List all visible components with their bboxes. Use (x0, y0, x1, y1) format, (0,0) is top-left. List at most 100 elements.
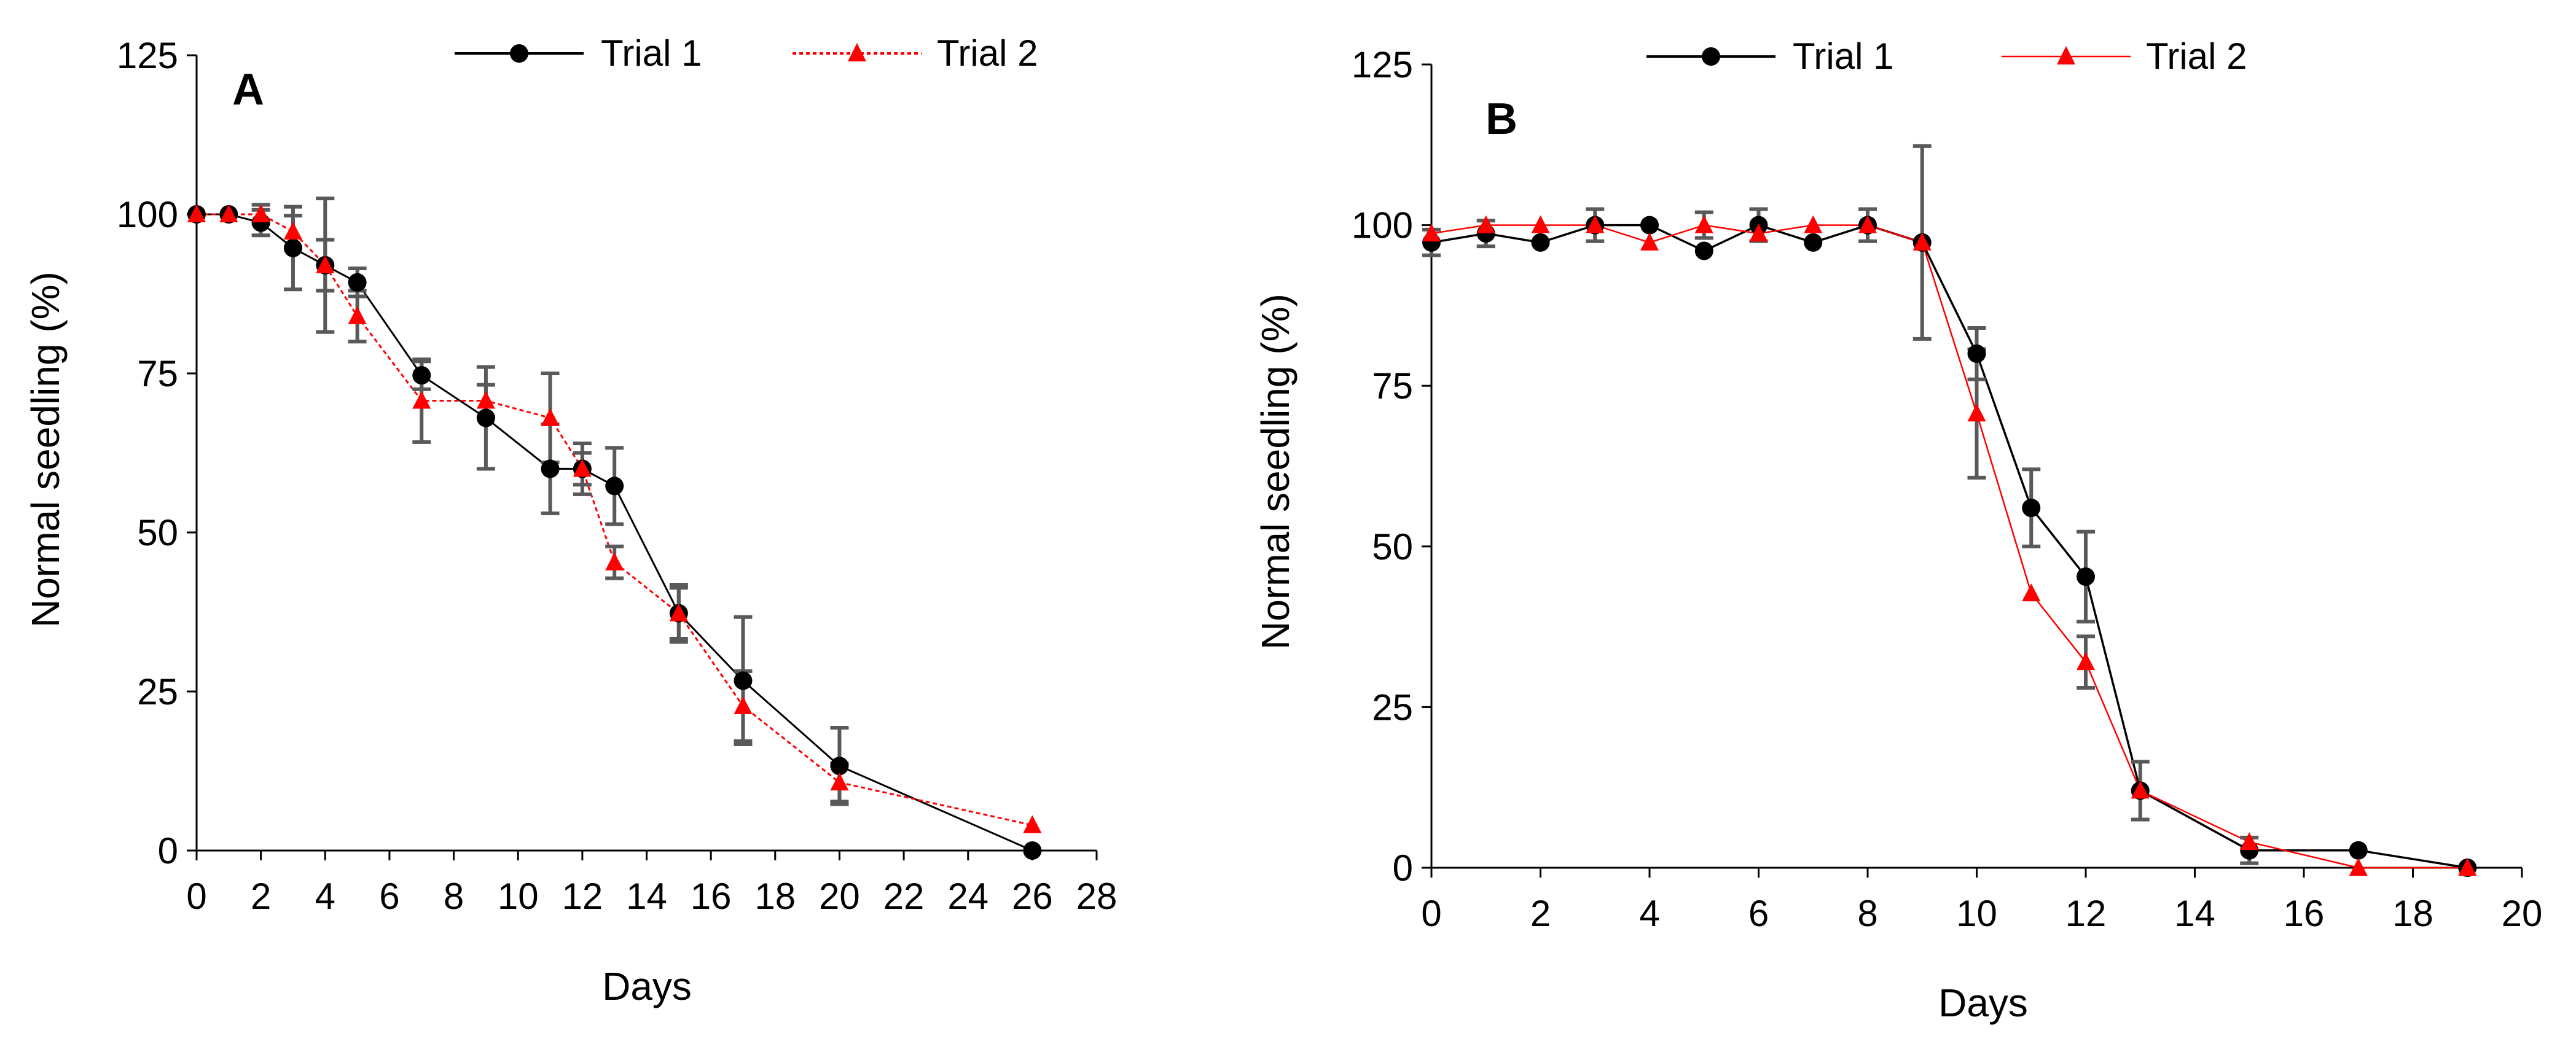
panel-a-label: A (232, 65, 264, 114)
panel-b-trial1-point (1804, 233, 1823, 252)
panel-a-y-tick-label: 125 (117, 35, 178, 76)
panel-b-trial2-point (1912, 232, 1932, 251)
panel-b-trial2-point (1476, 215, 1495, 233)
panel-b-trial2-point (1422, 224, 1441, 242)
panel-a-trial2-point (734, 696, 753, 714)
panel-b-axes (1422, 63, 2523, 878)
panel-b-legend: Trial 1 Trial 2 (1646, 36, 2247, 77)
panel-b-legend-trial2-label: Trial 2 (2146, 36, 2247, 77)
panel-b-legend-trial1-label: Trial 1 (1793, 36, 1893, 77)
panel-b-trial2-point (1804, 215, 1823, 233)
panel-a-y-axis-label: Normal seedling (%) (23, 271, 68, 628)
panel-a-trial2-point (830, 773, 849, 791)
panel-b-trial2-point (1586, 215, 1605, 233)
panel-b-label: B (1486, 95, 1517, 144)
panel-a-y-tick-label: 75 (137, 353, 178, 394)
panel-b-y-tick-label: 75 (1372, 365, 1413, 407)
panel-a-x-tick-label: 28 (1076, 876, 1118, 917)
panel-b: 0 25 50 75 100 125 0 2 4 6 8 10 12 14 16 18 20 B Days N… (1253, 36, 2542, 1025)
panel-a-trial1-point (1023, 841, 1042, 860)
panel-b-y-tick-label: 25 (1372, 687, 1413, 728)
panel-b-trial1-point (1531, 233, 1550, 252)
panel-b-x-tick-label: 0 (1421, 893, 1441, 934)
panel-b-trial1-point (1694, 241, 1713, 260)
panel-a-trial2-point (476, 391, 495, 409)
panel-a-y-tick-label: 100 (117, 194, 178, 235)
panel-a-trial2-point (283, 221, 302, 240)
panel-a-trial1-point (734, 671, 753, 690)
panel-a-x-tick-label: 14 (626, 876, 667, 917)
panel-b-legend-trial1-marker (1702, 47, 1720, 66)
panel-a-trial2-point (316, 255, 335, 273)
panel-a-trial2-point (1023, 815, 1042, 833)
panel-b-trial1-point (1640, 216, 1659, 235)
panel-a-x-tick-label: 8 (444, 876, 464, 917)
panel-b-y-tick-label: 100 (1352, 205, 1413, 246)
panel-a-x-tick-label: 4 (315, 876, 335, 917)
panel-a-series (187, 197, 1042, 860)
panel-a-x-axis-label: Days (602, 964, 692, 1008)
panel-b-x-tick-label: 14 (2174, 893, 2215, 934)
panel-b-trial2-point (1640, 232, 1659, 251)
panel-b-trial1-point (2349, 841, 2368, 860)
panel-a-legend-trial2-label: Trial 2 (937, 33, 1038, 74)
panel-b-trial2-point (1531, 215, 1550, 233)
panel-a-trial1-point (605, 477, 624, 496)
panel-a-x-tick-label: 6 (379, 876, 399, 917)
panel-a-legend: Trial 1 Trial 2 (455, 33, 1038, 74)
panel-a-legend-trial2-marker (848, 43, 866, 61)
panel-b-x-tick-label: 2 (1530, 893, 1551, 934)
panel-a-y-tick-label: 25 (137, 671, 178, 712)
panel-b-y-axis-label: Normal seedling (%) (1253, 294, 1298, 650)
panel-a-legend-trial1-marker (510, 44, 528, 63)
panel-b-trial2-point (2131, 781, 2150, 799)
panel-b-trial2-point (1967, 403, 1986, 422)
panel-b-trial2-point (1694, 215, 1713, 233)
panel-b-trial2-point (2458, 858, 2477, 876)
panel-b-trial1-point (1967, 344, 1986, 363)
panel-b-trial2-point (1749, 224, 1768, 242)
panel-a-x-tick-label: 16 (691, 876, 732, 917)
panel-a-trial1-point (283, 238, 302, 257)
panel-b-trial2-point (2349, 858, 2368, 876)
panel-b-x-tick-label: 18 (2392, 893, 2433, 934)
panel-b-trial2-point (2240, 832, 2259, 851)
panel-a-x-tick-label: 18 (754, 876, 796, 917)
panel-a-y-tick-label: 0 (158, 830, 178, 871)
panel-b-trial2-point (1858, 215, 1877, 233)
panel-a-trial2-point (412, 391, 431, 409)
panel-b-series (1422, 144, 2477, 877)
panel-b-trial1-point (2077, 567, 2095, 586)
panel-a-x-tick-label: 24 (947, 876, 989, 917)
panel-b-trial1-point (2022, 499, 2041, 518)
panel-a-trial1-point (830, 757, 849, 776)
panel-b-trial2-point (2077, 652, 2095, 671)
panel-a-x-tick-label: 0 (186, 876, 206, 917)
panel-a-axes (187, 54, 1098, 860)
panel-b-trial2-point (2022, 583, 2041, 602)
panel-b-x-tick-label: 20 (2502, 893, 2543, 934)
panel-b-x-tick-label: 8 (1857, 893, 1877, 934)
panel-b-x-tick-labels: 0 2 4 6 8 10 12 14 16 18 20 (1421, 893, 2542, 934)
panel-a-trial2-point (669, 603, 688, 621)
panel-b-x-tick-label: 6 (1748, 893, 1769, 934)
panel-a-legend-trial1-label: Trial 1 (601, 33, 702, 74)
panel-a-y-tick-labels: 0 25 50 75 100 125 (117, 35, 178, 871)
panel-a-x-tick-label: 10 (498, 876, 539, 917)
panel-a-x-tick-label: 12 (562, 876, 603, 917)
panel-a-x-tick-label: 22 (883, 876, 925, 917)
panel-b-y-tick-label: 0 (1393, 847, 1413, 889)
panel-a-x-tick-label: 20 (819, 876, 860, 917)
panel-a-trial1-point (412, 366, 431, 385)
panel-a-trial2-point (348, 306, 367, 324)
panel-b-y-tick-labels: 0 25 50 75 100 125 (1352, 44, 1413, 889)
panel-a-trial2-point (573, 459, 592, 477)
panel-a-trial2-point (605, 552, 624, 571)
panel-a-x-tick-labels: 0 2 4 6 8 10 12 14 16 18 20 22 24 26 28 (186, 876, 1117, 917)
panel-a-x-tick-label: 26 (1012, 876, 1053, 917)
panel-b-y-tick-label: 125 (1352, 44, 1413, 85)
panel-b-x-tick-label: 12 (2065, 893, 2107, 934)
panel-a-y-tick-label: 50 (137, 512, 178, 553)
